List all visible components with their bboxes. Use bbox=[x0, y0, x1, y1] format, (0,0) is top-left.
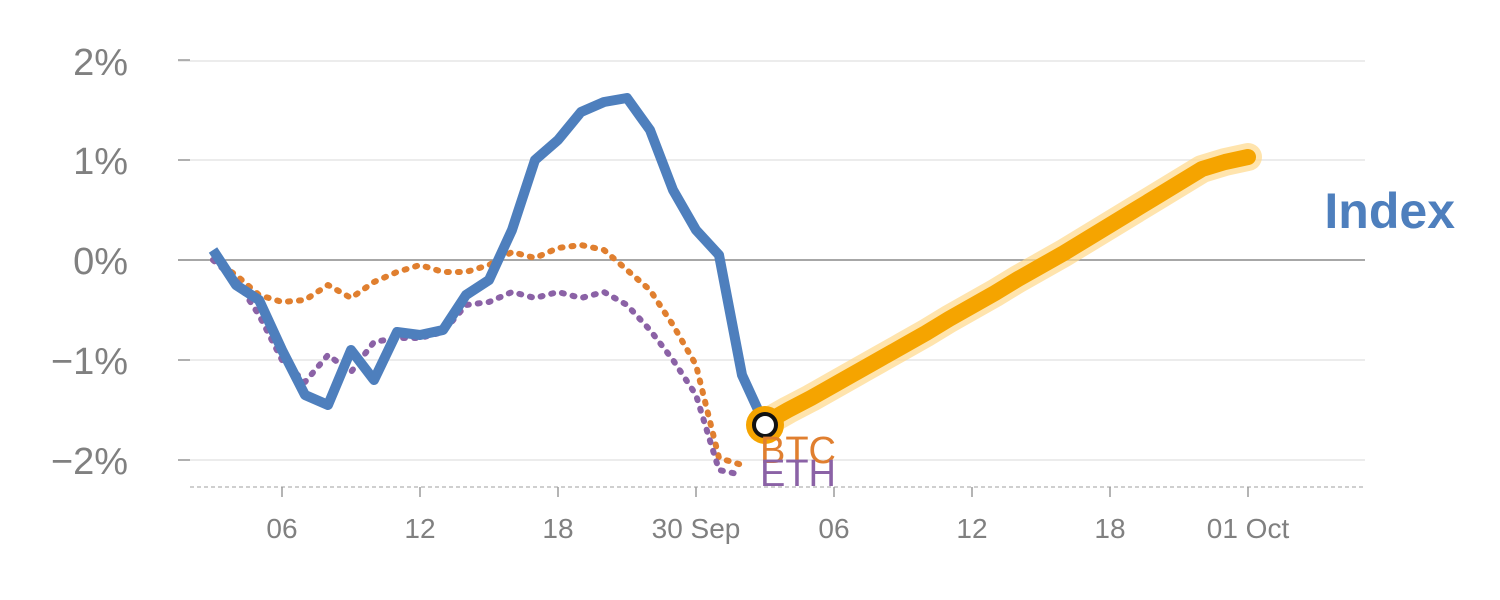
y-tick-label: −2% bbox=[51, 441, 128, 483]
series-line-btc bbox=[210, 242, 745, 468]
series-label-index: Index bbox=[1324, 183, 1455, 239]
series-line-eth bbox=[210, 257, 745, 478]
y-axis: 2% 1% 0% −1% −2% bbox=[51, 42, 128, 483]
highlight-point bbox=[752, 412, 778, 438]
x-tick-label: 18 bbox=[542, 513, 573, 544]
x-tick-label: 12 bbox=[404, 513, 435, 544]
y-tick-label: 2% bbox=[73, 42, 128, 84]
x-axis: 06 12 18 30 Sep 06 12 18 01 Oct bbox=[178, 59, 1290, 544]
x-tick-label: 06 bbox=[266, 513, 297, 544]
series-layer bbox=[208, 93, 1262, 478]
y-tick-label: 0% bbox=[73, 241, 128, 283]
series-label-eth: ETH bbox=[760, 453, 836, 495]
x-tick-label: 12 bbox=[956, 513, 987, 544]
x-tick-label: 01 Oct bbox=[1207, 513, 1290, 544]
y-tick-label: −1% bbox=[51, 341, 128, 383]
series-line-index bbox=[208, 93, 770, 428]
x-tick-label: 30 Sep bbox=[652, 513, 741, 544]
series-label-btc: BTC bbox=[760, 430, 836, 472]
x-tick-label: 06 bbox=[818, 513, 849, 544]
series-labels: Index BTC ETH bbox=[760, 183, 1455, 495]
grid-lines bbox=[178, 60, 1365, 488]
x-tick-label: 18 bbox=[1094, 513, 1125, 544]
series-line-forecast bbox=[757, 149, 1256, 431]
y-tick-label: 1% bbox=[73, 141, 128, 183]
